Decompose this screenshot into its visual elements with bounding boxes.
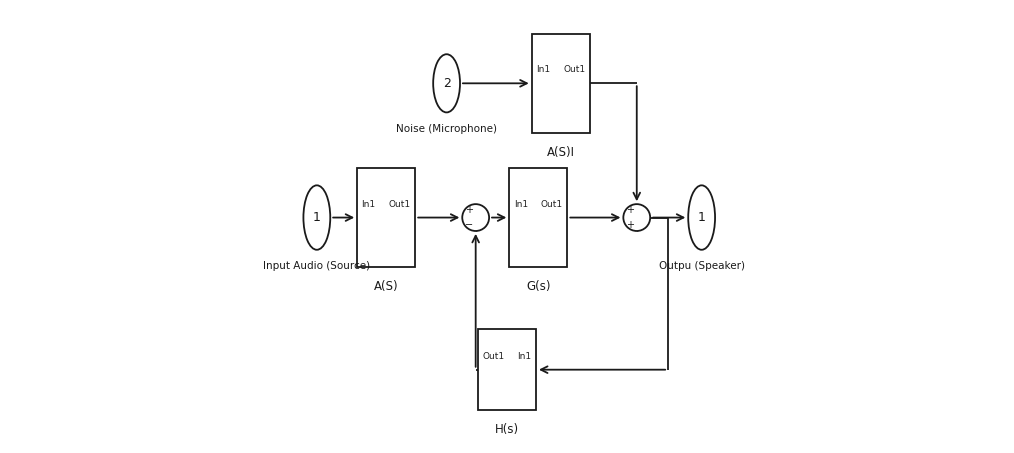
Text: +: + xyxy=(626,205,634,215)
Ellipse shape xyxy=(433,54,460,112)
FancyBboxPatch shape xyxy=(357,169,416,267)
Text: Input Audio (Source): Input Audio (Source) xyxy=(264,261,370,271)
Text: Noise (Microphone): Noise (Microphone) xyxy=(396,124,497,134)
Text: 1: 1 xyxy=(313,211,320,224)
FancyBboxPatch shape xyxy=(509,169,568,267)
FancyBboxPatch shape xyxy=(531,34,590,133)
Text: In1: In1 xyxy=(514,200,528,209)
Text: +: + xyxy=(626,220,634,230)
Text: Out1: Out1 xyxy=(563,65,585,74)
Text: Out1: Out1 xyxy=(483,352,505,361)
Text: Out1: Out1 xyxy=(540,200,563,209)
Text: A(S): A(S) xyxy=(374,280,399,293)
Text: Out1: Out1 xyxy=(388,200,411,209)
Text: In1: In1 xyxy=(517,352,531,361)
Text: 2: 2 xyxy=(443,77,450,90)
Ellipse shape xyxy=(689,185,715,250)
Text: −: − xyxy=(464,220,473,230)
Text: In1: In1 xyxy=(536,65,551,74)
Ellipse shape xyxy=(303,185,331,250)
FancyBboxPatch shape xyxy=(478,329,536,410)
Circle shape xyxy=(462,204,489,231)
Text: +: + xyxy=(465,205,473,215)
Circle shape xyxy=(624,204,650,231)
Text: 1: 1 xyxy=(698,211,706,224)
Text: Outpu (Speaker): Outpu (Speaker) xyxy=(659,261,744,271)
Text: In1: In1 xyxy=(362,200,376,209)
Text: G(s): G(s) xyxy=(526,280,551,293)
Text: H(s): H(s) xyxy=(495,424,519,436)
Text: A(S)I: A(S)I xyxy=(547,146,575,159)
